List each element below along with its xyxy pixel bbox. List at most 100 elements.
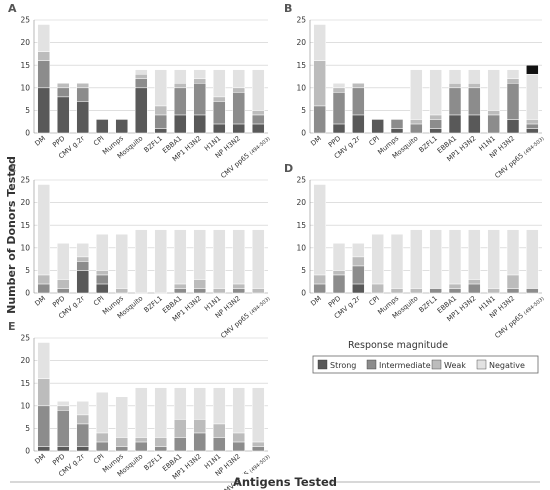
bar-segment-intermediate xyxy=(526,288,539,294)
bar-segment-intermediate xyxy=(487,114,500,134)
y-tick-label: 5 xyxy=(25,424,30,433)
bar-segment-strong xyxy=(37,446,51,452)
bar-segment-negative xyxy=(468,229,481,280)
bar-segment-intermediate xyxy=(154,114,168,129)
y-tick-label: 10 xyxy=(20,243,30,252)
x-tick-label: CMV pp65(494-503) xyxy=(219,134,271,180)
bar-segment-strong xyxy=(448,114,462,134)
y-tick-label: 25 xyxy=(20,334,30,343)
bar-segment-weak xyxy=(173,83,187,89)
bar-segment-intermediate xyxy=(76,87,90,102)
bar-segment-weak xyxy=(429,114,442,120)
bar-segment-negative xyxy=(193,229,207,280)
bar-segment-weak xyxy=(115,288,129,294)
bar-segment-negative xyxy=(37,342,51,379)
bar-segment-intermediate xyxy=(332,274,346,294)
bar-segment-weak xyxy=(332,87,346,93)
bar-segment-intermediate xyxy=(232,288,246,294)
x-tick-label: BZFL1 xyxy=(143,134,164,154)
bar-segment-weak xyxy=(154,437,168,447)
legend-item-weak: Weak xyxy=(444,361,466,370)
y-tick-label: 10 xyxy=(20,83,30,92)
y-tick-label: 20 xyxy=(296,198,306,207)
bar-segment-weak xyxy=(313,60,326,107)
bar-segment-weak xyxy=(173,283,187,289)
bar-segment-weak xyxy=(134,437,148,443)
x-tick-subscript: (494-503) xyxy=(249,296,272,317)
bar-segment-weak xyxy=(154,105,168,116)
x-tick-label: PPD xyxy=(327,134,342,149)
x-tick-label: PPD xyxy=(51,134,66,149)
bar-segment-negative xyxy=(526,73,539,120)
bar-segment-negative xyxy=(313,184,326,276)
bar-segment-intermediate xyxy=(76,261,90,271)
bar-segment-weak xyxy=(232,87,246,93)
y-tick-label: 0 xyxy=(301,289,306,298)
bar-segment-strong xyxy=(212,123,226,134)
y-tick-label: 25 xyxy=(296,16,306,25)
bar-segment-weak xyxy=(95,270,109,276)
legend-swatch-intermediate xyxy=(366,359,377,370)
bar-segment-negative xyxy=(429,229,442,289)
bar-segment-extra xyxy=(526,64,539,75)
bar-segment-weak xyxy=(468,279,481,285)
bar-segment-intermediate xyxy=(448,288,462,294)
bar-segment-strong xyxy=(332,123,346,134)
panel-label: A xyxy=(8,2,17,15)
x-tick-label: DM xyxy=(33,134,47,147)
bar-segment-negative xyxy=(154,229,168,294)
bar-segment-strong xyxy=(95,283,109,294)
y-tick-label: 0 xyxy=(25,289,30,298)
bar-segment-intermediate xyxy=(410,123,423,134)
bar-segment-strong xyxy=(76,101,90,134)
bar-segment-intermediate xyxy=(193,83,207,116)
bar-segment-negative xyxy=(193,69,207,80)
legend-swatch-negative xyxy=(476,359,487,370)
y-tick-label: 10 xyxy=(20,401,30,410)
bar-segment-intermediate xyxy=(232,92,246,125)
bar-segment-negative xyxy=(232,229,246,285)
bar-segment-intermediate xyxy=(56,288,70,294)
bar-segment-negative xyxy=(212,229,226,289)
panel-label: B xyxy=(284,2,292,15)
bar-segment-weak xyxy=(37,51,51,61)
legend: Response magnitude Strong Intermediate Wea… xyxy=(312,340,539,374)
bar-segment-intermediate xyxy=(154,446,168,452)
bar-segment-negative xyxy=(410,229,423,289)
bar-segment-weak xyxy=(95,432,109,443)
bar-segment-weak xyxy=(487,288,500,294)
bar-segment-negative xyxy=(212,69,226,98)
bar-segment-weak xyxy=(212,288,226,294)
bar-segment-negative xyxy=(526,229,539,289)
bar-segment-intermediate xyxy=(429,288,442,294)
bar-segment-intermediate xyxy=(429,119,442,129)
bar-segment-intermediate xyxy=(313,283,326,294)
bar-segment-intermediate xyxy=(76,423,90,447)
y-tick-label: 0 xyxy=(25,447,30,456)
bar-segment-weak xyxy=(212,96,226,102)
x-tick-subscript: (494-503) xyxy=(523,296,546,317)
y-axis-label: Number of Donors Tested xyxy=(5,156,18,314)
bar-segment-intermediate xyxy=(115,446,129,452)
panel-label: C xyxy=(8,162,16,175)
bar-segment-intermediate xyxy=(352,87,365,116)
y-tick-label: 5 xyxy=(25,266,30,275)
legend-title: Response magnitude xyxy=(348,340,448,351)
bar-segment-negative xyxy=(352,243,365,258)
bar-segment-negative xyxy=(410,69,423,120)
legend-swatch-weak xyxy=(431,359,442,370)
bar-segment-strong xyxy=(37,87,51,134)
bar-segment-intermediate xyxy=(212,437,226,452)
bar-segment-strong xyxy=(232,123,246,134)
bar-segment-weak xyxy=(251,110,265,116)
bar-segment-negative xyxy=(134,387,148,438)
bar-segment-negative xyxy=(487,69,500,111)
legend-item-strong: Strong xyxy=(330,361,356,370)
bar-segment-strong xyxy=(371,119,384,134)
x-tick-subscript: (494-503) xyxy=(249,454,272,475)
y-tick-label: 15 xyxy=(20,379,30,388)
bar-segment-weak xyxy=(251,288,265,294)
